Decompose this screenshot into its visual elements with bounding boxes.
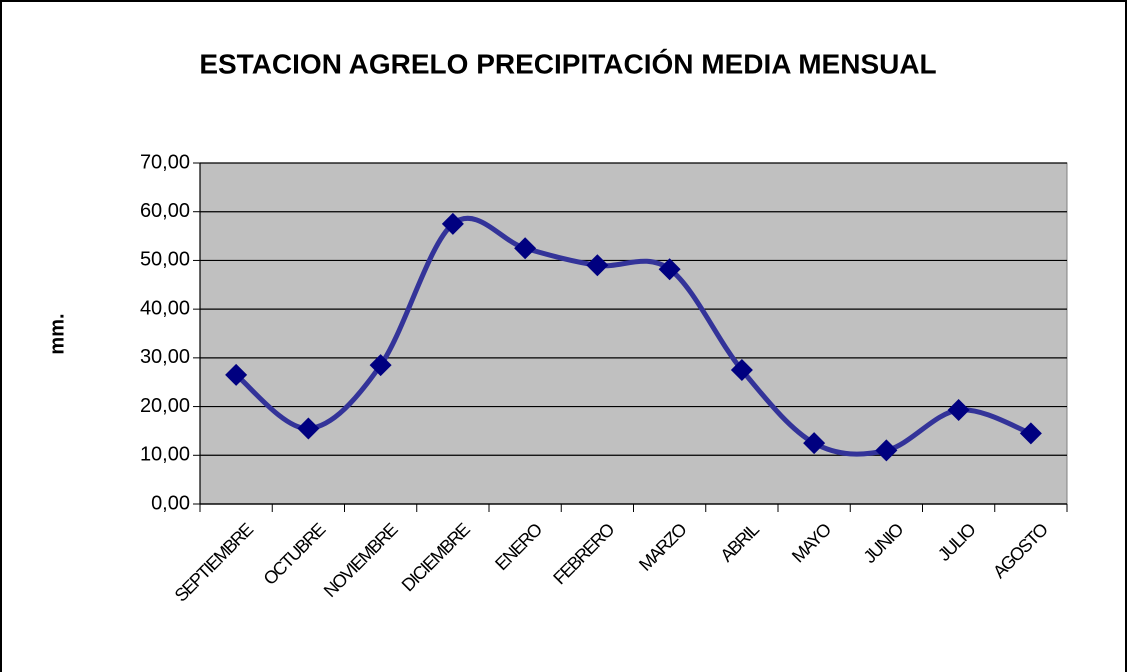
y-tick-label: 10,00	[140, 444, 190, 466]
y-tick-label: 20,00	[140, 395, 190, 417]
data-marker	[1019, 422, 1042, 445]
y-tick-label: 60,00	[140, 200, 190, 222]
y-axis-label: mm.	[46, 313, 68, 354]
data-marker	[875, 439, 898, 462]
y-tick-label: 50,00	[140, 249, 190, 271]
data-marker	[586, 254, 609, 277]
data-marker	[297, 417, 320, 440]
data-marker	[225, 363, 248, 386]
data-marker	[730, 359, 753, 382]
data-marker	[369, 354, 392, 377]
y-tick-label: 30,00	[140, 346, 190, 368]
y-tick-label: 40,00	[140, 297, 190, 319]
data-marker	[803, 432, 826, 455]
plot-area	[199, 162, 1068, 505]
y-tick-label: 70,00	[140, 151, 190, 173]
data-marker	[441, 212, 464, 235]
data-marker	[514, 237, 537, 260]
y-tick-label: 0,00	[151, 492, 190, 514]
data-marker	[658, 258, 681, 281]
data-marker	[947, 398, 970, 421]
chart-title: ESTACION AGRELO PRECIPITACIÓN MEDIA MENS…	[199, 48, 936, 79]
